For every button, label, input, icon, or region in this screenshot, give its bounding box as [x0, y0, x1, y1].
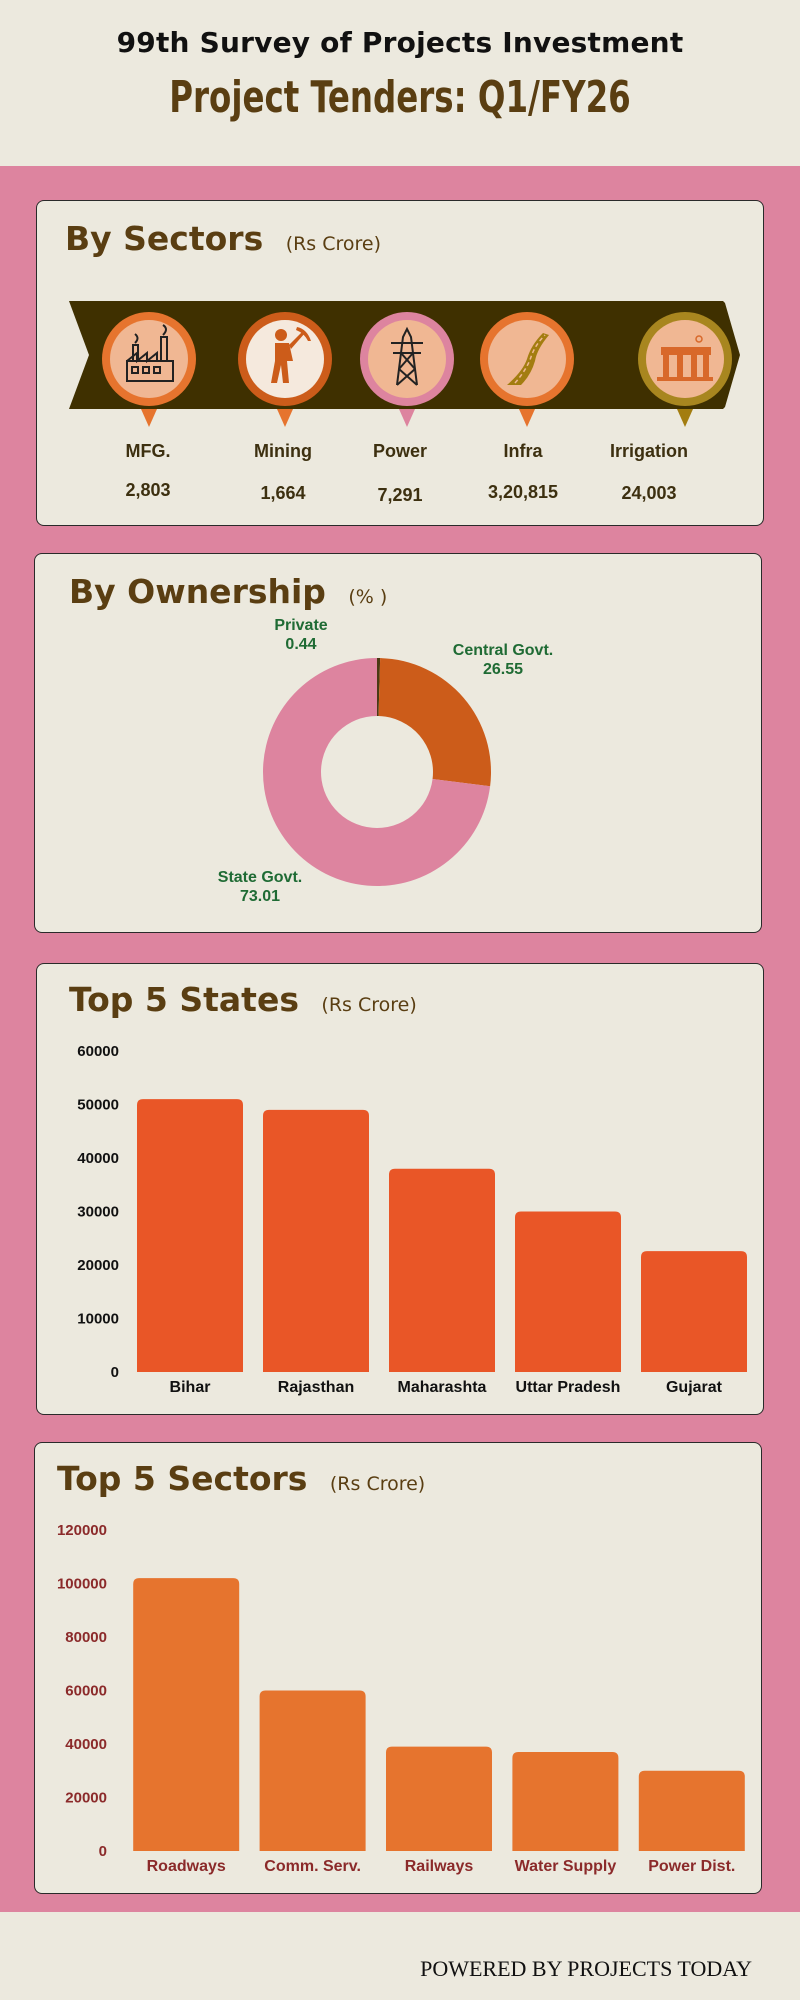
sectors-bar-comm-serv	[259, 1690, 366, 1851]
sectors-y-tick: 40000	[65, 1736, 107, 1753]
ownership-unit: (% )	[348, 586, 388, 608]
sectors-bar-roadways	[133, 1578, 240, 1851]
states-category-label: Rajasthan	[278, 1379, 354, 1396]
states-y-tick: 60000	[77, 1043, 119, 1060]
power-tower-icon	[360, 312, 454, 427]
pie-slice-central-govt	[378, 658, 491, 787]
sector-value-mfg: 2,803	[125, 480, 171, 500]
pie-label-private-name: Private	[274, 617, 328, 634]
pie-label-state-name: State Govt.	[217, 869, 303, 886]
top-sectors-heading: Top 5 Sectors (Rs Crore)	[57, 1459, 425, 1498]
miner-icon	[238, 312, 332, 427]
ownership-heading: By Ownership (% )	[69, 572, 387, 611]
sectors-heading: By Sectors (Rs Crore)	[65, 219, 381, 258]
sector-name-mfg: MFG.	[125, 441, 171, 461]
sector-name-irrigation: Irrigation	[609, 441, 688, 461]
top-sectors-title: Top 5 Sectors	[57, 1459, 308, 1498]
sector-name-infra: Infra	[503, 441, 543, 461]
header: 99th Survey of Projects Investment Proje…	[0, 0, 800, 166]
survey-title: 99th Survey of Projects Investment	[116, 26, 684, 59]
states-y-tick: 50000	[77, 1097, 119, 1114]
states-y-tick: 30000	[77, 1204, 119, 1221]
states-bar-maharashta	[389, 1168, 495, 1372]
sectors-bar-water-supply	[512, 1752, 619, 1851]
states-title: Top 5 States	[69, 980, 299, 1019]
states-bar-chart: 0 10000 20000 30000 40000 50000 60000 Bihar Raja…	[77, 1043, 747, 1396]
sectors-category-label: Power Dist.	[648, 1858, 735, 1875]
top-sectors-unit: (Rs Crore)	[329, 1473, 426, 1495]
top-sectors-panel: Top 5 Sectors (Rs Crore) 0 20000 40000 6000…	[34, 1442, 762, 1894]
sectors-y-tick: 80000	[65, 1629, 107, 1646]
factory-icon	[102, 312, 196, 427]
sectors-panel: By Sectors (Rs Crore)	[36, 200, 764, 526]
footer-text: POWERED BY PROJECTS TODAY	[420, 1956, 752, 1981]
sectors-category-label: Roadways	[147, 1858, 226, 1875]
top-sectors-bar-chart: 0 20000 40000 60000 80000 100000 120000 Roadway…	[57, 1522, 745, 1875]
states-unit: (Rs Crore)	[321, 994, 417, 1016]
sectors-y-tick: 20000	[65, 1790, 107, 1807]
states-y-tick: 0	[111, 1364, 119, 1381]
road-icon	[480, 312, 574, 427]
sectors-y-tick: 0	[99, 1843, 107, 1860]
sectors-title: By Sectors	[65, 219, 264, 258]
sectors-y-tick: 60000	[65, 1683, 107, 1700]
sector-value-infra: 3,20,815	[487, 482, 559, 502]
pie-label-central-value: 26.55	[482, 661, 524, 678]
sector-name-mining: Mining	[254, 441, 312, 461]
states-bar-uttar-pradesh	[515, 1211, 621, 1372]
ownership-panel: By Ownership (% ) Private 0.44 Central G…	[34, 553, 762, 933]
states-category-label: Maharashta	[398, 1379, 487, 1396]
pie-label-private: Private 0.44	[253, 616, 349, 654]
sector-value-power: 7,291	[377, 485, 423, 505]
sectors-ribbon	[69, 301, 740, 427]
sectors-y-tick: 120000	[57, 1522, 107, 1539]
sector-value-mining: 1,664	[260, 483, 306, 503]
states-y-tick: 20000	[77, 1257, 119, 1274]
footer: POWERED BY PROJECTS TODAY	[0, 1912, 800, 2000]
sectors-category-label: Water Supply	[515, 1858, 617, 1875]
sectors-category-label: Railways	[405, 1858, 474, 1875]
states-category-label: Uttar Pradesh	[516, 1379, 621, 1396]
pie-label-state-value: 73.01	[239, 888, 281, 905]
pie-slice-state-govt	[263, 658, 491, 886]
states-panel: Top 5 States (Rs Crore) 0 10000 20000 30000…	[36, 963, 764, 1415]
sectors-y-tick: 100000	[57, 1576, 107, 1593]
pie-label-central-name: Central Govt.	[452, 642, 554, 659]
sectors-bar-railways	[386, 1746, 492, 1851]
states-bar-rajasthan	[263, 1109, 369, 1372]
sectors-bar-power-dist	[638, 1770, 745, 1851]
states-category-label: Bihar	[170, 1379, 211, 1396]
states-bar-bihar	[137, 1099, 243, 1372]
sectors-category-label: Comm. Serv.	[264, 1858, 361, 1875]
states-category-label: Gujarat	[666, 1379, 723, 1396]
pie-label-central: Central Govt. 26.55	[433, 641, 573, 679]
states-y-tick: 40000	[77, 1150, 119, 1167]
states-heading: Top 5 States (Rs Crore)	[69, 980, 417, 1019]
states-y-tick: 10000	[77, 1311, 119, 1328]
dam-icon	[638, 312, 732, 427]
ownership-title: By Ownership	[69, 572, 326, 611]
pie-label-private-value: 0.44	[285, 636, 317, 653]
sector-name-power: Power	[372, 441, 428, 461]
page-title: Project Tenders: Q1/FY26	[169, 72, 631, 123]
sectors-unit: (Rs Crore)	[285, 233, 382, 255]
ownership-donut-chart	[263, 658, 491, 886]
states-bar-gujarat	[641, 1251, 747, 1372]
sector-value-irrigation: 24,003	[621, 483, 677, 503]
pie-label-state: State Govt. 73.01	[195, 868, 325, 906]
pie-slice-private	[377, 658, 381, 717]
